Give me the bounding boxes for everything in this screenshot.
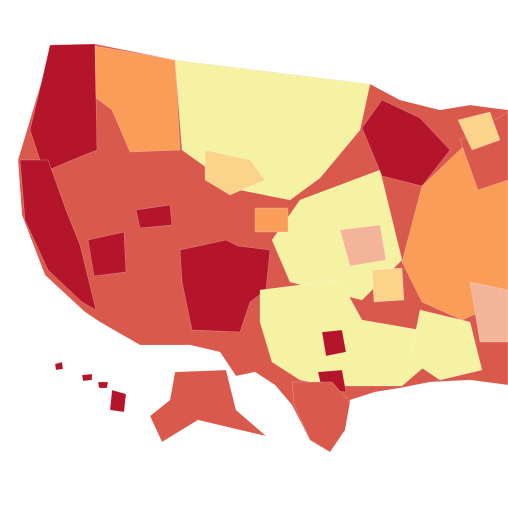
region: [54, 361, 64, 371]
region: [409, 309, 483, 381]
region: [339, 224, 387, 267]
region: [291, 381, 351, 453]
region: [149, 369, 267, 443]
alaska: [149, 369, 267, 443]
hawaii: [54, 361, 127, 413]
contiguous-us: [17, 43, 508, 453]
region: [87, 231, 127, 277]
region: [259, 279, 433, 387]
region: [81, 373, 93, 382]
region: [179, 239, 271, 333]
region: [457, 111, 501, 151]
region: [254, 207, 289, 233]
region: [135, 204, 173, 229]
region: [371, 267, 405, 303]
region: [469, 281, 508, 343]
region: [109, 389, 127, 413]
region: [29, 43, 98, 173]
region: [361, 99, 451, 187]
region: [19, 159, 97, 311]
region: [97, 381, 109, 389]
region: [204, 149, 266, 196]
region: [321, 329, 347, 357]
